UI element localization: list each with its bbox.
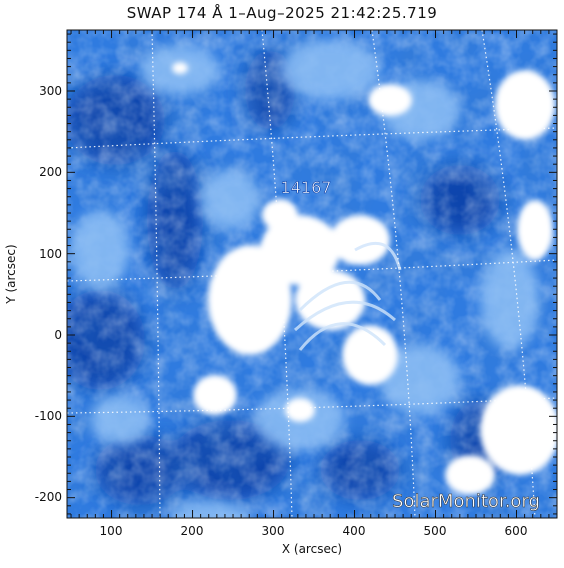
solar-euv-image <box>67 30 557 518</box>
y-tick-label: -100 <box>35 409 62 423</box>
x-tick-label: 300 <box>262 524 285 538</box>
y-tick-label: 200 <box>39 165 62 179</box>
x-tick-label: 500 <box>424 524 447 538</box>
solarmonitor-watermark: SolarMonitor.org <box>392 491 540 512</box>
axis-ticks <box>67 30 558 518</box>
heliographic-grid <box>67 30 557 518</box>
x-tick-label: 100 <box>100 524 123 538</box>
y-tick-label: 0 <box>54 328 62 342</box>
y-tick-label: 100 <box>39 247 62 261</box>
y-tick-label: -200 <box>35 490 62 504</box>
y-axis-label: Y (arcsec) <box>4 244 18 304</box>
x-tick-labels: 100 200 300 400 500 600 <box>100 524 528 538</box>
active-region-label: 14167 <box>281 178 332 197</box>
x-tick-label: 200 <box>181 524 204 538</box>
plot-frame <box>66 29 558 519</box>
x-tick-label: 400 <box>343 524 366 538</box>
y-tick-labels: 300 200 100 0 -100 -200 <box>35 84 62 504</box>
y-tick-label: 300 <box>39 84 62 98</box>
x-axis-label: X (arcsec) <box>282 542 342 556</box>
x-tick-label: 600 <box>505 524 528 538</box>
figure-title: SWAP 174 Å 1–Aug–2025 21:42:25.719 <box>126 4 438 22</box>
